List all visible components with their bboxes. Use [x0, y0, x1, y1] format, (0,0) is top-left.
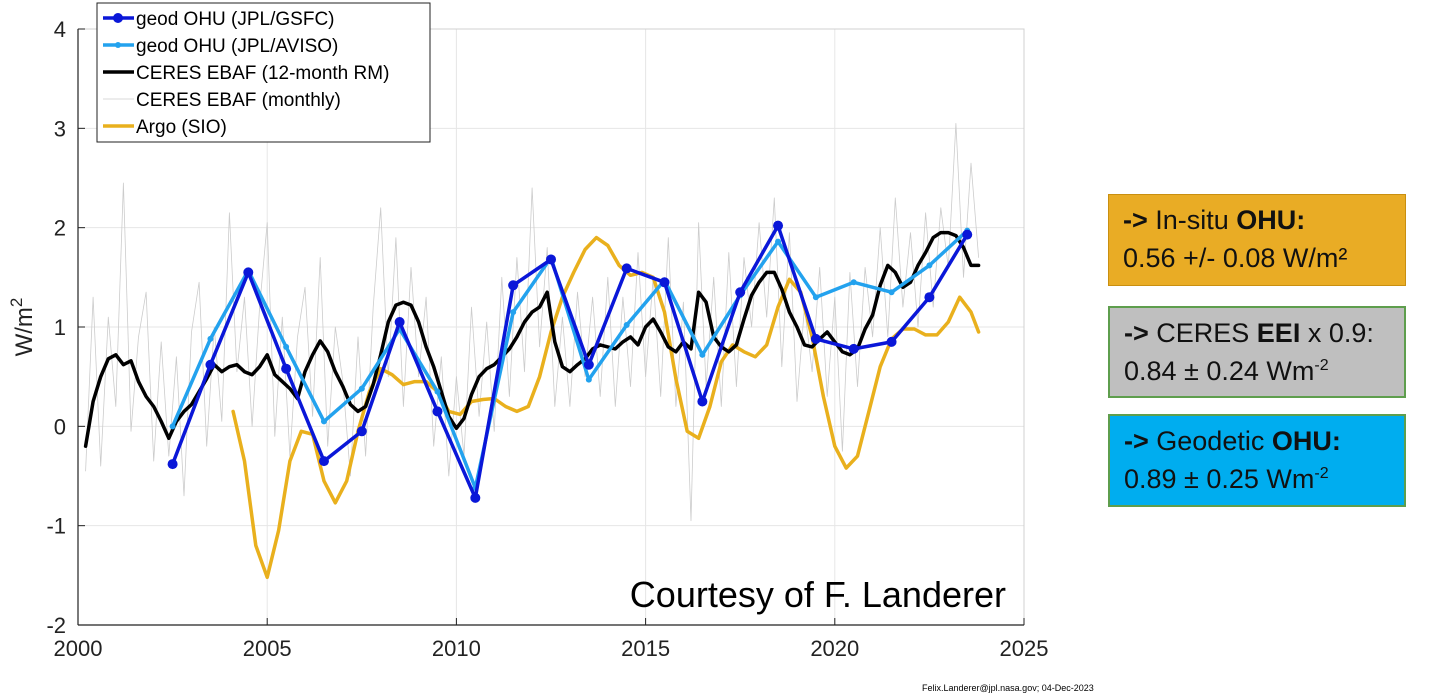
- data-point-geod-ohu-jpl-gsfc: [508, 280, 519, 291]
- geodetic-ohu-box: -> Geodetic OHU: 0.89 ± 0.25 Wm-2: [1108, 414, 1406, 507]
- data-point-geod-ohu-jpl-gsfc: [697, 396, 708, 407]
- footer-credit: Felix.Landerer@jpl.nasa.gov; 04-Dec-2023: [922, 683, 1094, 693]
- data-point-geod-ohu-jpl-aviso: [283, 343, 290, 350]
- data-point-geod-ohu-jpl-gsfc: [281, 363, 292, 374]
- y-axis-label-sup: 2: [7, 298, 26, 307]
- legend-label: Argo (SIO): [136, 117, 227, 138]
- legend-label: geod OHU (JPL/AVISO): [136, 36, 338, 57]
- ceres-eei-value: 0.84 ± 0.24 Wm-2: [1124, 356, 1329, 386]
- legend: geod OHU (JPL/GSFC) geod OHU (JPL/AVISO) C…: [96, 2, 431, 143]
- data-point-geod-ohu-jpl-gsfc: [318, 456, 329, 467]
- data-point-geod-ohu-jpl-aviso: [169, 423, 176, 430]
- data-point-geod-ohu-jpl-gsfc: [546, 254, 556, 265]
- ceres-eei-box: -> CERES EEI x 0.9: 0.84 ± 0.24 Wm-2: [1108, 306, 1406, 398]
- data-point-geod-ohu-jpl-aviso: [699, 351, 706, 358]
- legend-label: CERES EBAF (monthly): [136, 90, 341, 111]
- data-point-geod-ohu-jpl-gsfc: [735, 287, 746, 298]
- data-point-geod-ohu-jpl-aviso: [434, 388, 441, 395]
- y-axis-label-base: W/m: [11, 307, 38, 356]
- data-point-geod-ohu-jpl-gsfc: [848, 343, 859, 354]
- data-point-geod-ohu-jpl-aviso: [623, 322, 630, 329]
- series-layer: [83, 123, 981, 580]
- y-tick-label: 2: [54, 216, 66, 241]
- x-tick-label: 2005: [243, 636, 292, 661]
- data-point-geod-ohu-jpl-gsfc: [356, 426, 367, 437]
- insitu-ohu-box: -> In-situ OHU: 0.56 +/- 0.08 W/m²: [1108, 194, 1406, 286]
- x-tick-label: 2020: [810, 636, 859, 661]
- data-point-geod-ohu-jpl-aviso: [888, 289, 895, 296]
- data-point-geod-ohu-jpl-gsfc: [394, 317, 405, 328]
- insitu-ohu-value: 0.56 +/- 0.08 W/m²: [1123, 243, 1348, 273]
- y-tick-label: -2: [46, 613, 66, 638]
- data-point-geod-ohu-jpl-gsfc: [621, 263, 632, 274]
- legend-marker: [113, 13, 123, 23]
- series-line-geod-ohu-jpl-gsfc: [170, 223, 969, 500]
- data-point-geod-ohu-jpl-aviso: [812, 294, 819, 301]
- data-point-geod-ohu-jpl-gsfc: [432, 406, 443, 417]
- y-tick-label: 0: [54, 414, 66, 439]
- data-point-geod-ohu-jpl-gsfc: [924, 292, 935, 303]
- data-point-geod-ohu-jpl-gsfc: [773, 220, 784, 231]
- x-tick-label: 2015: [621, 636, 670, 661]
- series-line-geod-ohu-jpl-aviso: [170, 228, 969, 490]
- data-point-geod-ohu-jpl-aviso: [207, 335, 214, 342]
- data-point-geod-ohu-jpl-aviso: [320, 418, 327, 425]
- data-point-geod-ohu-jpl-gsfc: [243, 267, 254, 278]
- data-point-geod-ohu-jpl-aviso: [358, 385, 365, 392]
- legend-label: geod OHU (JPL/GSFC): [136, 9, 335, 30]
- data-point-geod-ohu-jpl-gsfc: [470, 492, 481, 503]
- data-point-geod-ohu-jpl-gsfc: [583, 359, 594, 370]
- y-tick-label: 3: [54, 116, 66, 141]
- data-point-geod-ohu-jpl-gsfc: [167, 459, 178, 470]
- data-point-geod-ohu-jpl-aviso: [585, 376, 592, 383]
- data-point-geod-ohu-jpl-gsfc: [962, 229, 973, 240]
- x-tick-label: 2000: [54, 636, 103, 661]
- y-tick-label: 1: [54, 315, 66, 340]
- geodetic-ohu-value: 0.89 ± 0.25 Wm-2: [1124, 464, 1329, 494]
- y-tick-label: -1: [46, 514, 66, 539]
- series-line-ceres-ebaf-12-month-rm: [83, 230, 981, 448]
- ceres-eei-line1: -> CERES EEI x 0.9:: [1124, 318, 1374, 348]
- courtesy-annotation: Courtesy of F. Landerer: [630, 574, 1006, 615]
- data-point-geod-ohu-jpl-gsfc: [659, 277, 670, 288]
- x-tick-label: 2010: [432, 636, 481, 661]
- data-point-geod-ohu-jpl-aviso: [850, 279, 857, 286]
- data-point-geod-ohu-jpl-gsfc: [886, 336, 897, 347]
- legend-marker: [115, 42, 121, 48]
- ticks: 2000 2005 2010 2015 2020 2025 -2 -1 0 1 2 3 4: [46, 17, 1048, 661]
- x-tick-label: 2025: [1000, 636, 1049, 661]
- data-point-geod-ohu-jpl-gsfc: [205, 359, 216, 370]
- insitu-ohu-line1: -> In-situ OHU:: [1123, 205, 1306, 235]
- data-point-geod-ohu-jpl-aviso: [510, 309, 517, 316]
- series-line-ceres-ebaf-monthly: [85, 123, 979, 522]
- data-point-geod-ohu-jpl-aviso: [775, 238, 782, 245]
- data-point-geod-ohu-jpl-gsfc: [810, 333, 821, 344]
- geodetic-ohu-line1: -> Geodetic OHU:: [1124, 426, 1341, 456]
- y-axis-label: W/m2: [7, 298, 38, 357]
- legend-label: CERES EBAF (12-month RM): [136, 63, 389, 84]
- y-tick-label: 4: [54, 17, 66, 42]
- legend-box: [96, 2, 431, 143]
- data-point-geod-ohu-jpl-aviso: [926, 262, 933, 269]
